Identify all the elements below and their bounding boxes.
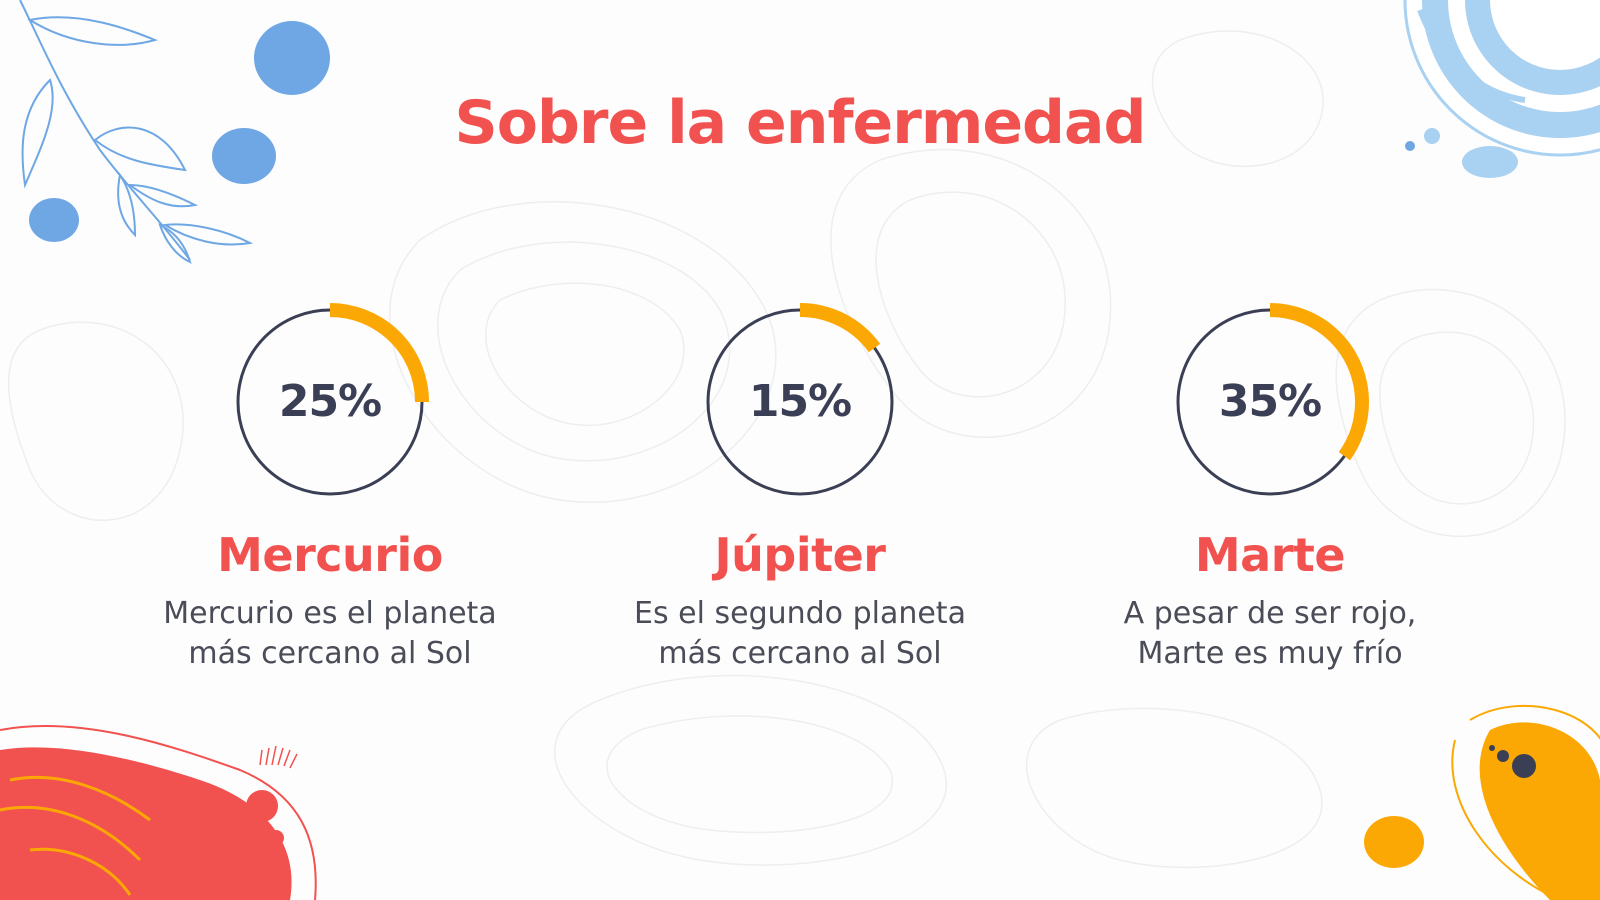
red-blob-decoration [0,724,317,900]
card-description: Es el segundo planeta más cercano al Sol [634,596,966,671]
progress-ring: 35% [1168,300,1372,504]
mandala-decoration [1403,0,1600,178]
card-title: Marte [1194,528,1346,582]
card-title: Júpiter [714,528,886,582]
leaf-branch-illustration [19,0,330,264]
slide-title: Sobre la enfermedad [454,88,1147,158]
card-description: A pesar de ser rojo, Marte es muy frío [1123,596,1417,671]
yellow-blob-decoration [1364,705,1600,900]
progress-ring-fill [701,303,899,501]
progress-ring: 15% [698,300,902,504]
stat-card-marte: 35% Marte A pesar de ser rojo, Marte es … [1080,300,1460,674]
percent-label: 35% [1218,376,1322,427]
card-description: Mercurio es el planeta más cercano al So… [163,596,497,671]
progress-ring-fill [1171,303,1369,501]
stat-card-jupiter: 15% Júpiter Es el segundo planeta más ce… [610,300,990,674]
percent-label: 15% [748,376,852,427]
stat-card-mercurio: 25% Mercurio Mercurio es el planeta más … [140,300,520,674]
percent-label: 25% [278,376,382,427]
progress-ring: 25% [228,300,432,504]
card-title: Mercurio [217,528,443,582]
progress-ring-fill [231,303,429,501]
